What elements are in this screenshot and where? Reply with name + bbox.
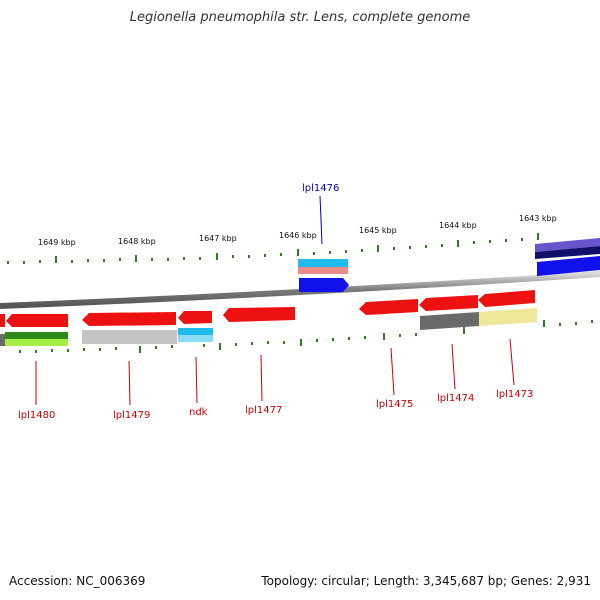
lower-genes [0, 290, 535, 327]
pointer-lpl1475 [390, 347, 395, 396]
pointer-lpl1479 [128, 360, 131, 406]
feature-gray-lpl1474[interactable] [420, 312, 479, 330]
map-title: Legionella pneumophila str. Lens, comple… [129, 10, 471, 25]
feature-cyan[interactable] [298, 259, 348, 267]
scale-label: 1646 kbp [279, 231, 317, 240]
gene-lpl1476[interactable] [299, 278, 349, 292]
feature-yellow-lpl1473[interactable] [479, 308, 537, 326]
gene-blue-right[interactable] [537, 256, 600, 276]
pointer-lpl1476 [319, 195, 323, 245]
pointer-lpl1473 [509, 338, 515, 386]
gene-label-lpl1473: lpl1473 [496, 389, 533, 400]
gene-lpl1479[interactable] [82, 312, 176, 326]
gene-lpl1474[interactable] [419, 295, 478, 311]
feature-cyan-ndk[interactable] [178, 328, 213, 336]
gene-label-lpl1479: lpl1479 [113, 410, 150, 421]
scale-label: 1648 kbp [118, 237, 156, 246]
scale-ticks-lower [19, 320, 593, 353]
feature-gray-left[interactable] [0, 334, 5, 346]
gene-label-lpl1480: lpl1480 [18, 410, 55, 421]
gene-label-ndk: ndk [189, 407, 208, 418]
pointer-ndk [195, 356, 198, 404]
gene-label-lpl1475: lpl1475 [376, 399, 413, 410]
accession-text: Accession: NC_006369 [9, 574, 146, 588]
gene-lpl1473[interactable] [478, 290, 535, 307]
scale-label: 1645 kbp [359, 226, 397, 235]
gene-label-lpl1474: lpl1474 [437, 393, 474, 404]
genome-summary-text: Topology: circular; Length: 3,345,687 bp… [261, 574, 591, 588]
scale-ticks-upper [7, 233, 539, 264]
feature-green-dark[interactable] [5, 332, 68, 340]
scale-label: 1647 kbp [199, 234, 237, 243]
lower-features [0, 308, 537, 346]
feature-purple[interactable] [535, 238, 600, 252]
gene-lpl1480[interactable] [6, 314, 68, 327]
feature-navy[interactable] [535, 246, 600, 259]
upper-features [298, 238, 600, 292]
scale-label: 1644 kbp [439, 221, 477, 230]
gene-label-lpl1476: lpl1476 [302, 183, 339, 194]
scale-label: 1643 kbp [519, 214, 557, 223]
gene-lpl1475[interactable] [359, 299, 418, 315]
pointer-lpl1474 [451, 343, 456, 390]
feature-cyan-ndk-light[interactable] [178, 335, 213, 342]
pointer-lpl1477 [260, 354, 263, 402]
gene-label-lpl1477: lpl1477 [245, 405, 282, 416]
gene-lpl1480-left[interactable] [0, 314, 5, 327]
gene-ndk[interactable] [178, 311, 212, 324]
feature-green-light[interactable] [5, 339, 68, 346]
feature-light-gray[interactable] [82, 330, 177, 344]
feature-pink[interactable] [298, 267, 348, 274]
gene-lpl1477[interactable] [223, 307, 295, 322]
scale-label: 1649 kbp [38, 238, 76, 247]
